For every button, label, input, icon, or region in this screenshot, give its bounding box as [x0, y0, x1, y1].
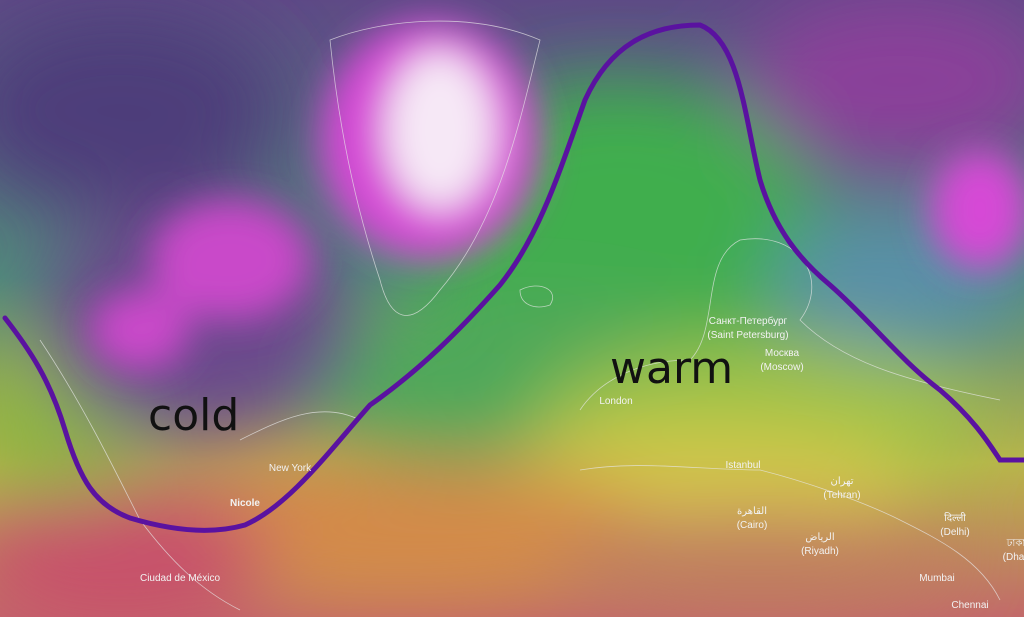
coastlines: [39, 20, 1001, 611]
place-name-latin: (Moscow): [760, 362, 803, 373]
place-name-latin: (Riyadh): [801, 546, 839, 557]
place-labels: New York Nicole Ciudad de México London Санк…: [140, 315, 1024, 611]
place-name: Chennai: [951, 600, 988, 611]
boundary-line: [2, 22, 1024, 533]
place-name-latin: (Saint Petersburg): [707, 330, 788, 341]
place-name: Москва: [765, 348, 800, 359]
place-name: New York: [269, 463, 312, 474]
place-name-latin: (Dhak: [1003, 552, 1024, 563]
place-name: Санкт-Петербург: [709, 315, 788, 327]
place-name: القاهرة: [737, 506, 767, 517]
place-name: Nicole: [230, 498, 260, 509]
place-name: Istanbul: [725, 460, 760, 471]
place-name-latin: (Tehran): [823, 490, 860, 501]
annotation: cold: [148, 390, 239, 441]
annotation: warm: [610, 343, 733, 394]
place-name: تهران: [830, 476, 853, 487]
place-name: Mumbai: [919, 573, 955, 584]
place-name: Ciudad de México: [140, 573, 220, 584]
place-name: London: [599, 396, 632, 407]
place-name: الرياض: [805, 532, 834, 543]
cold-core: [90, 20, 1024, 370]
place-name-latin: (Cairo): [737, 520, 768, 531]
place-name: ঢাকা: [1006, 538, 1024, 549]
place-name: दिल्ली: [944, 512, 966, 524]
place-name-latin: (Delhi): [940, 527, 969, 538]
